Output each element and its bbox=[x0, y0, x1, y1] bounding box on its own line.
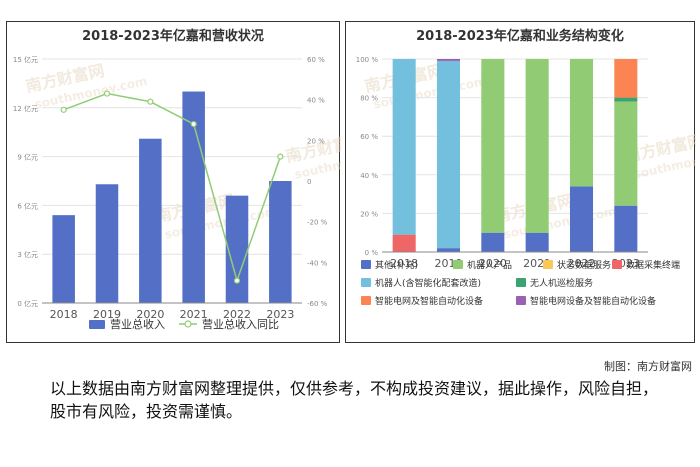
stacked-bar-segment bbox=[392, 234, 416, 252]
y-left-tick-label: 3 亿元 bbox=[17, 250, 38, 259]
legend-label: 其他(补充) bbox=[375, 259, 418, 271]
legend-label: 无人机巡检服务 bbox=[530, 277, 593, 289]
y-tick-label: 60 % bbox=[360, 133, 378, 141]
y-tick-label: 0 % bbox=[365, 249, 379, 257]
x-tick-label: 2019 bbox=[93, 308, 121, 321]
revenue-bar bbox=[95, 184, 119, 303]
growth-point bbox=[233, 277, 241, 284]
stacked-bar-segment bbox=[569, 186, 594, 252]
legend-label-growth: 营业总收入同比 bbox=[202, 317, 279, 331]
stacked-bar-segment bbox=[614, 59, 638, 98]
business-structure-chart: 南方财富网southmoney.com南方财富网southmoney.com南方… bbox=[356, 56, 696, 307]
stacked-bar-segment bbox=[525, 59, 549, 233]
y-tick-label: 100 % bbox=[356, 56, 379, 64]
legend-swatch bbox=[361, 260, 371, 269]
stacked-bar-segment bbox=[392, 59, 416, 235]
legend-label: 智能电网及智能自动化设备 bbox=[375, 295, 483, 307]
y-tick-label: 80 % bbox=[360, 95, 378, 103]
revenue-bar bbox=[52, 215, 75, 303]
legend-swatch bbox=[361, 278, 371, 287]
legend-label: 机器人产品 bbox=[467, 259, 512, 271]
x-tick-label: 2021 bbox=[180, 308, 208, 321]
legend-swatch bbox=[543, 260, 553, 269]
legend-label: 智能电网设备及智能自动化设备 bbox=[530, 295, 656, 307]
stacked-bar-segment bbox=[481, 59, 505, 233]
stacked-bar-segment bbox=[569, 59, 594, 187]
y-right-tick-label: 40 % bbox=[307, 97, 325, 105]
growth-line bbox=[63, 92, 282, 284]
x-tick-label: 2020 bbox=[136, 308, 164, 321]
growth-point bbox=[60, 106, 67, 113]
legend-swatch bbox=[361, 296, 371, 305]
stacked-bar-segment bbox=[614, 205, 638, 252]
y-left-tick-label: 12 亿元 bbox=[13, 104, 38, 113]
stacked-bar-segment bbox=[481, 232, 505, 252]
stacked-bar-segment bbox=[436, 60, 461, 249]
legend-label: 状态数据服务 bbox=[557, 259, 611, 271]
revenue-bar bbox=[225, 195, 249, 303]
x-tick-label: 2022 bbox=[568, 257, 596, 270]
x-tick-label: 2018 bbox=[50, 308, 78, 321]
growth-point bbox=[103, 90, 111, 97]
credit-label: 制图：南方财富网 bbox=[604, 360, 692, 373]
stacked-bar-segment bbox=[614, 97, 638, 102]
y-right-tick-label: -60 % bbox=[307, 300, 328, 308]
y-right-tick-label: 60 % bbox=[307, 56, 325, 64]
business-structure-title: 2018-2023年亿嘉和业务结构变化 bbox=[416, 29, 624, 44]
x-tick-label: 2020 bbox=[479, 257, 507, 270]
y-left-tick-label: 15 亿元 bbox=[13, 55, 38, 64]
revenue-bar bbox=[269, 181, 292, 303]
y-left-tick-label: 6 亿元 bbox=[17, 201, 38, 210]
legend-label-revenue: 营业总收入 bbox=[110, 317, 165, 331]
disclaimer-text: 以上数据由南方财富网整理提供，仅供参考，不构成投资建议，据此操作，风险自担，股市… bbox=[50, 379, 659, 421]
growth-point bbox=[190, 120, 197, 128]
y-right-tick-label: -20 % bbox=[307, 219, 328, 227]
stacked-bar-segment bbox=[436, 59, 461, 61]
stacked-bar-segment bbox=[614, 101, 638, 206]
y-right-tick-label: 0 bbox=[307, 178, 311, 186]
x-tick-label: 2022 bbox=[223, 308, 251, 321]
y-tick-label: 20 % bbox=[360, 210, 378, 218]
y-tick-label: 40 % bbox=[360, 172, 378, 180]
legend-marker-growth bbox=[184, 320, 192, 328]
x-tick-label: 2023 bbox=[266, 308, 294, 321]
legend-swatch bbox=[516, 296, 526, 305]
legend-label: 数据采集终端 bbox=[626, 259, 680, 271]
legend-swatch bbox=[612, 260, 622, 269]
legend-swatch bbox=[453, 260, 463, 269]
revenue-chart-title: 2018-2023年亿嘉和营收状况 bbox=[82, 29, 264, 44]
revenue-bar bbox=[139, 138, 162, 303]
y-left-tick-label: 0 亿元 bbox=[17, 299, 38, 308]
stacked-bar-segment bbox=[525, 232, 549, 252]
growth-point bbox=[147, 98, 154, 105]
x-tick-label: 2018 bbox=[390, 257, 418, 270]
growth-point bbox=[277, 153, 284, 160]
y-right-tick-label: 20 % bbox=[307, 137, 325, 145]
stacked-bar-segment bbox=[436, 248, 461, 252]
legend-swatch bbox=[516, 278, 526, 287]
legend-swatch-revenue bbox=[89, 320, 105, 329]
y-right-tick-label: -40 % bbox=[307, 259, 328, 267]
legend-label: 机器人(含智能化配套改造) bbox=[375, 277, 481, 289]
revenue-chart-panel: 2018-2023年亿嘉和营收状况 南方财富网southmoney.com南方财… bbox=[6, 21, 341, 343]
revenue-chart: 南方财富网southmoney.com南方财富网southmoney.com南方… bbox=[13, 55, 341, 331]
y-left-tick-label: 9 亿元 bbox=[17, 153, 38, 162]
business-structure-panel: 2018-2023年亿嘉和业务结构变化 南方财富网southmoney.com南… bbox=[345, 21, 696, 343]
